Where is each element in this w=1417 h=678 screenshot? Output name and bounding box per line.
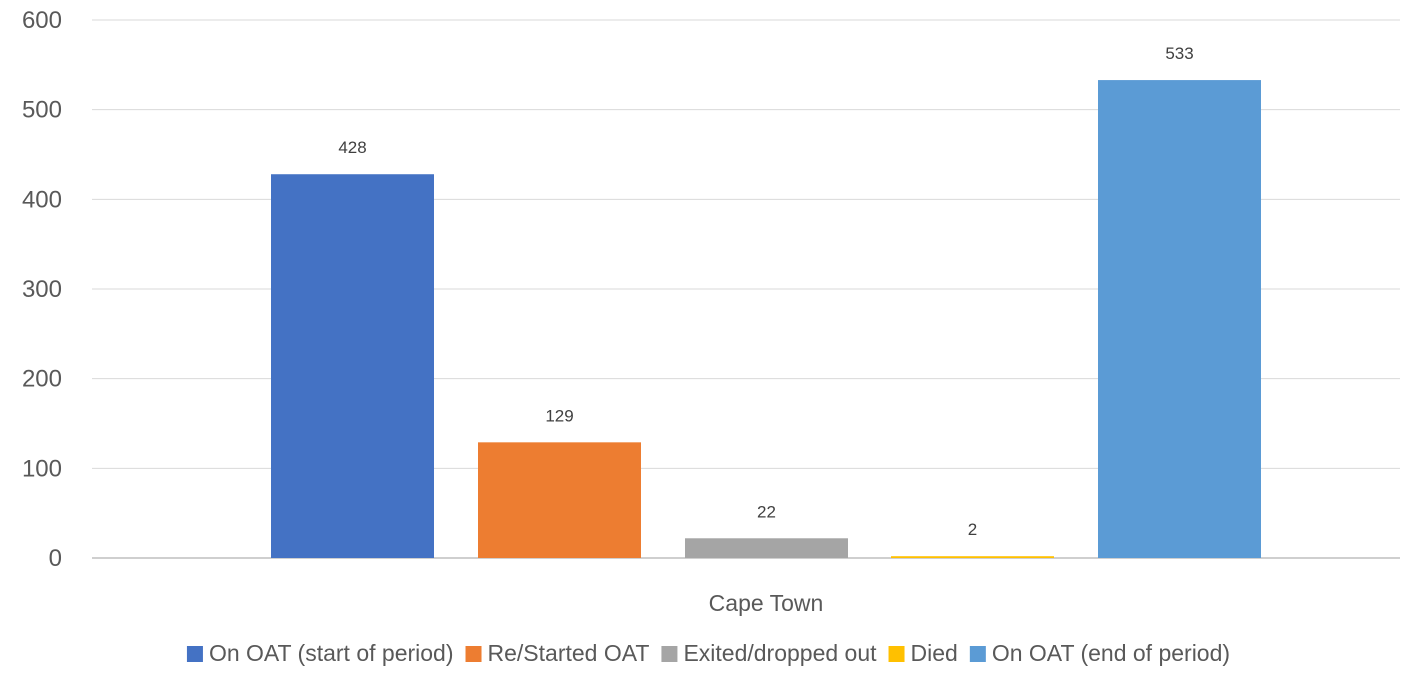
legend-swatch [969, 646, 986, 662]
legend-label: Re/Started OAT [488, 640, 650, 666]
y-tick-label: 500 [22, 97, 62, 124]
bar [685, 538, 848, 558]
y-tick-label: 200 [22, 366, 62, 393]
data-label: 533 [1165, 44, 1193, 63]
bar [1098, 80, 1261, 559]
data-label: 2 [968, 520, 977, 539]
y-axis-tick-labels: 0 100 200 300 400 500 600 [22, 7, 62, 572]
bars [271, 80, 1261, 559]
legend-label: Exited/dropped out [683, 640, 877, 666]
y-tick-label: 400 [22, 186, 62, 213]
data-label: 129 [545, 406, 573, 425]
legend-swatch [465, 646, 482, 662]
bar [271, 174, 434, 558]
legend-label: On OAT (end of period) [992, 640, 1230, 666]
legend-swatch [661, 646, 678, 662]
bar [891, 556, 1054, 558]
legend-label: Died [911, 640, 958, 666]
legend-swatch [888, 646, 905, 662]
y-tick-label: 600 [22, 7, 62, 34]
legend: On OAT (start of period) Re/Started OAT Ex… [186, 640, 1230, 666]
y-tick-label: 300 [22, 276, 62, 303]
legend-label: On OAT (start of period) [209, 640, 454, 666]
x-category-label: Cape Town [709, 590, 824, 616]
bar [478, 442, 641, 558]
y-tick-label: 100 [22, 455, 62, 482]
data-label: 22 [757, 502, 776, 521]
legend-swatch [186, 646, 203, 662]
y-tick-label: 0 [49, 545, 62, 572]
data-label: 428 [338, 138, 366, 157]
x-axis: Cape Town [709, 590, 824, 616]
